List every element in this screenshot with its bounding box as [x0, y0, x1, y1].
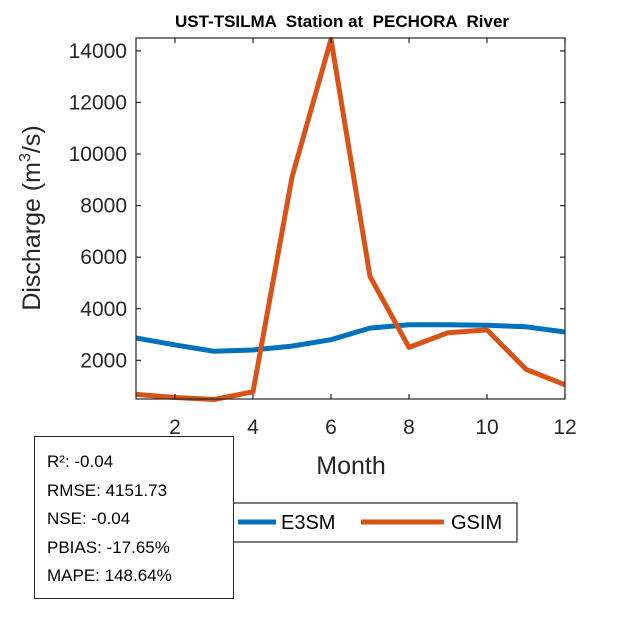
- x-tick-label: 8: [403, 416, 415, 439]
- stat-line: MAPE: 148.64%: [47, 562, 233, 591]
- x-axis-label: Month: [316, 452, 385, 480]
- stat-label: PBIAS:: [47, 537, 102, 557]
- stat-value: -0.04: [69, 452, 114, 471]
- series-line-gsim: [135, 36, 566, 402]
- y-tick-label: 8000: [80, 195, 127, 218]
- x-tick-label: 12: [553, 416, 576, 439]
- stat-value: -0.04: [86, 509, 131, 528]
- y-axis-label-tail: /s): [18, 125, 46, 153]
- stat-line: RMSE: 4151.73: [47, 477, 233, 506]
- stat-value: 4151.73: [100, 480, 168, 500]
- stat-line: NSE: -0.04: [47, 505, 233, 534]
- x-tick-label: 2: [169, 416, 181, 439]
- y-axis-label-base: Discharge (m: [18, 162, 46, 311]
- y-tick-label: 4000: [80, 298, 127, 321]
- series-line-e3sm: [135, 322, 566, 354]
- legend-label-gsim: GSIM: [451, 512, 502, 534]
- stat-value: -17.65%: [101, 537, 170, 557]
- stat-label: NSE:: [47, 509, 87, 528]
- x-tick-label: 6: [325, 416, 337, 439]
- y-tick-label: 6000: [80, 246, 127, 269]
- y-tick-label: 10000: [69, 143, 127, 166]
- stat-line: R²: -0.04: [47, 448, 233, 477]
- stat-line: PBIAS: -17.65%: [47, 534, 233, 563]
- y-axis-label: Discharge (m3/s): [17, 125, 46, 310]
- y-tick-label: 14000: [69, 40, 127, 63]
- x-ticks: 2 4 6 8 10 12: [169, 38, 577, 439]
- legend: E3SM GSIM: [231, 502, 518, 543]
- stat-label: RMSE:: [47, 480, 101, 500]
- x-tick-label: 10: [475, 416, 498, 439]
- stat-label: MAPE:: [47, 566, 100, 585]
- chart-title: UST-TSILMA Station at PECHORA River: [175, 12, 509, 31]
- y-tick-label: 12000: [69, 91, 127, 114]
- y-tick-label: 2000: [80, 349, 127, 372]
- axes-box: [135, 37, 566, 400]
- stats-box: R²: -0.04 RMSE: 4151.73 NSE: -0.04 PBIAS: -…: [34, 436, 234, 599]
- legend-label-e3sm: E3SM: [281, 512, 335, 534]
- stat-value: 148.64%: [99, 566, 172, 585]
- x-tick-label: 4: [247, 416, 259, 439]
- stat-label: R²:: [47, 452, 70, 471]
- y-ticks: 2000 4000 6000 8000 10000 12000 14000: [69, 40, 565, 372]
- plot-lines: [135, 36, 566, 402]
- y-axis-label-superscript: 3: [17, 153, 34, 162]
